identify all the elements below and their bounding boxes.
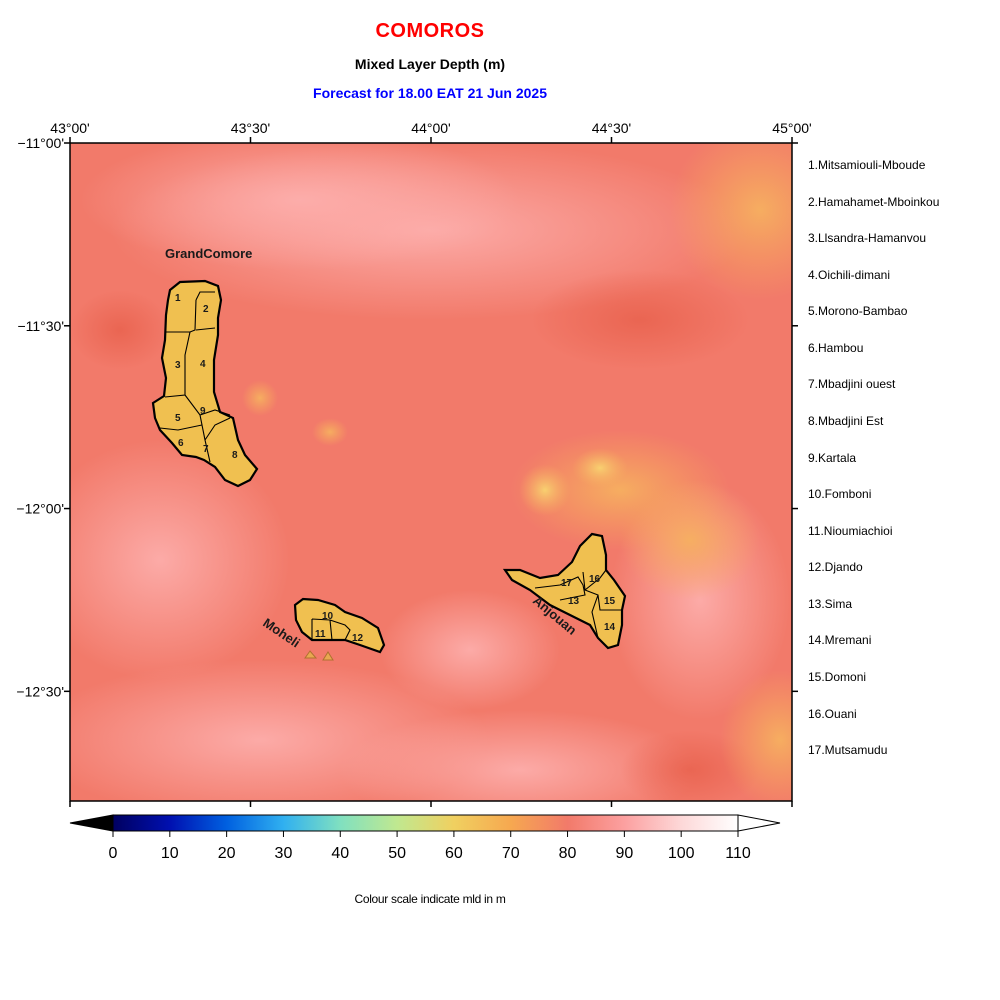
legend-item-1: 1.Mitsamiouli-Mboude [808, 158, 926, 172]
legend-item-3: 3.Llsandra-Hamanvou [808, 231, 927, 245]
lat-tick-label-0: −11°00' [17, 135, 64, 151]
region-number-6: 6 [178, 438, 184, 449]
region-number-17: 17 [561, 578, 573, 589]
legend-item-15: 15.Domoni [808, 670, 867, 684]
region-number-9: 9 [200, 406, 206, 417]
legend-item-7: 7.Mbadjini ouest [808, 377, 896, 391]
island-label-grand-comore: GrandComore [165, 246, 252, 261]
mld-field [70, 143, 792, 801]
lon-tick-label-2: 44°00' [411, 120, 450, 136]
colorbar-max-arrow [737, 814, 781, 832]
lat-tick-label-3: −12°30' [16, 683, 64, 699]
region-number-13: 13 [568, 596, 580, 607]
region-number-4: 4 [200, 359, 206, 370]
region-number-2: 2 [203, 304, 209, 315]
region-number-16: 16 [589, 574, 601, 585]
colorbar-caption: Colour scale indicate mld in m [354, 892, 506, 906]
legend-item-13: 13.Sima [808, 597, 853, 611]
region-number-15: 15 [604, 596, 616, 607]
colorbar-tick-label-10: 100 [668, 845, 695, 862]
colorbar-tick-label-11: 110 [725, 845, 751, 862]
legend-item-4: 4.Oichili-dimani [808, 268, 891, 282]
colorbar-tick-label-8: 80 [559, 845, 577, 862]
colorbar-tick-label-4: 40 [331, 845, 349, 862]
colorbar: 0 10 20 30 40 50 60 70 80 90 100 110 [69, 814, 781, 862]
lon-tick-label-4: 45°00' [772, 120, 811, 136]
legend-item-6: 6.Hambou [808, 341, 864, 355]
island-grand-comore [151, 279, 259, 488]
legend-item-10: 10.Fomboni [808, 487, 872, 501]
legend-item-12: 12.Djando [808, 560, 863, 574]
lon-tick-label-0: 43°00' [50, 120, 89, 136]
region-number-12: 12 [352, 633, 364, 644]
island-moheli [293, 597, 386, 661]
region-number-10: 10 [322, 611, 334, 622]
colorbar-tick-label-3: 30 [275, 845, 293, 862]
colorbar-tick-label-5: 50 [388, 845, 406, 862]
region-number-1: 1 [175, 293, 181, 304]
legend-item-17: 17.Mutsamudu [808, 743, 888, 757]
legend-item-11: 11.Nioumiachioi [808, 524, 893, 538]
colorbar-tick-label-6: 60 [445, 845, 463, 862]
map-subtitle: Mixed Layer Depth (m) [354, 56, 506, 72]
region-number-7: 7 [203, 444, 209, 455]
colorbar-tick-label-9: 90 [615, 845, 633, 862]
region-number-5: 5 [175, 413, 181, 424]
legend-item-14: 14.Mremani [808, 633, 872, 647]
lon-tick-label-3: 44°30' [592, 120, 631, 136]
colorbar-tick-label-2: 20 [218, 845, 236, 862]
region-number-3: 3 [175, 360, 181, 371]
legend-item-5: 5.Morono-Bambao [808, 304, 908, 318]
island-anjouan [502, 532, 627, 650]
legend-item-16: 16.Ouani [808, 707, 857, 721]
colorbar-tick-label-0: 0 [109, 845, 118, 862]
lat-tick-label-2: −12°00' [16, 501, 64, 517]
region-number-14: 14 [604, 622, 616, 633]
legend-item-2: 2.Hamahamet-Mboinkou [808, 195, 940, 209]
colorbar-tick-label-7: 70 [502, 845, 520, 862]
axis-ticks: 43°00' 43°30' 44°00' 44°30' 45°00' −11°00' −11… [16, 120, 812, 807]
forecast-time: Forecast for 18.00 EAT 21 Jun 2025 [313, 85, 547, 101]
legend-item-8: 8.Mbadjini Est [808, 414, 884, 428]
map-title: COMOROS [375, 20, 485, 42]
colorbar-tick-label-1: 10 [161, 845, 179, 862]
region-number-8: 8 [232, 450, 238, 461]
colorbar-min-arrow [69, 814, 114, 832]
lon-tick-label-1: 43°30' [231, 120, 270, 136]
lat-tick-label-1: −11°30' [17, 318, 64, 334]
region-number-11: 11 [315, 629, 326, 640]
legend-item-9: 9.Kartala [808, 451, 857, 465]
